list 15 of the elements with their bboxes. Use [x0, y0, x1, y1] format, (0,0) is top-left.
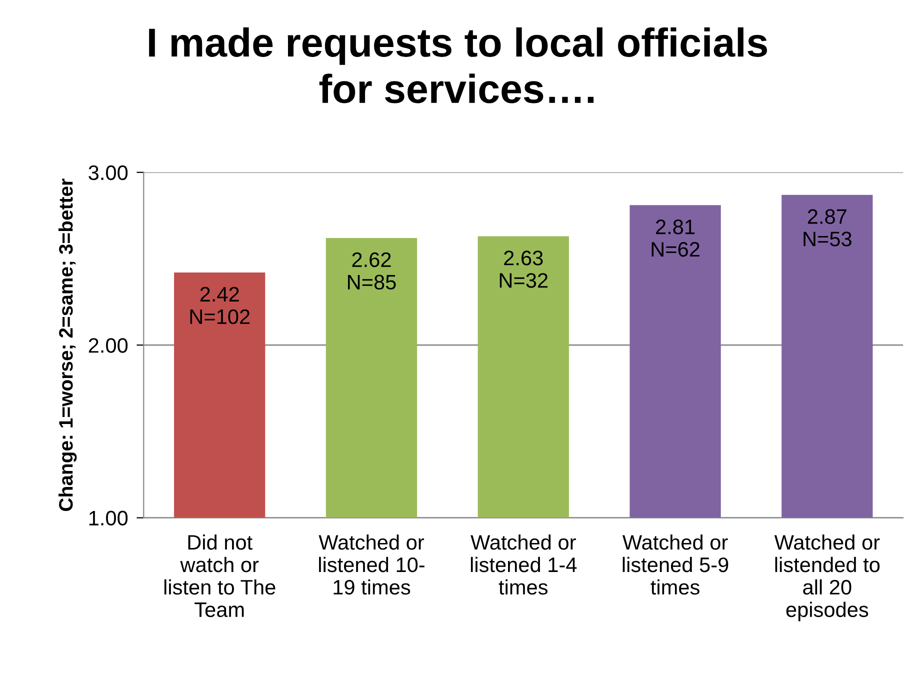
chart-title: I made requests to local officials for services…. [149, 27, 768, 104]
x-tick-label: Watched or listended to all 20 episodes [774, 534, 880, 622]
data-label: 2.62 N=85 [348, 252, 396, 290]
y-axis-title: Change: 1=worse; 2=same; 3=better [58, 178, 77, 511]
x-tick-label: Did not watch or listen to The Team [164, 534, 276, 618]
x-tick-label: Watched or listened 10- 19 times [318, 534, 424, 595]
y-tick-label: 2.00 [88, 338, 128, 353]
x-tick-label: Watched or listened 1-4 times [470, 534, 577, 595]
y-tick-label: 1.00 [89, 510, 128, 526]
data-label: 2.87 N=53 [804, 209, 852, 246]
data-label: 2.63 N=32 [500, 250, 548, 288]
data-label: 2.42 N=102 [190, 286, 250, 324]
y-tick-label: 3.00 [88, 165, 128, 180]
data-label: 2.81 N=62 [652, 220, 700, 257]
x-tick-label: Watched or listened 5-9 times [622, 534, 728, 595]
